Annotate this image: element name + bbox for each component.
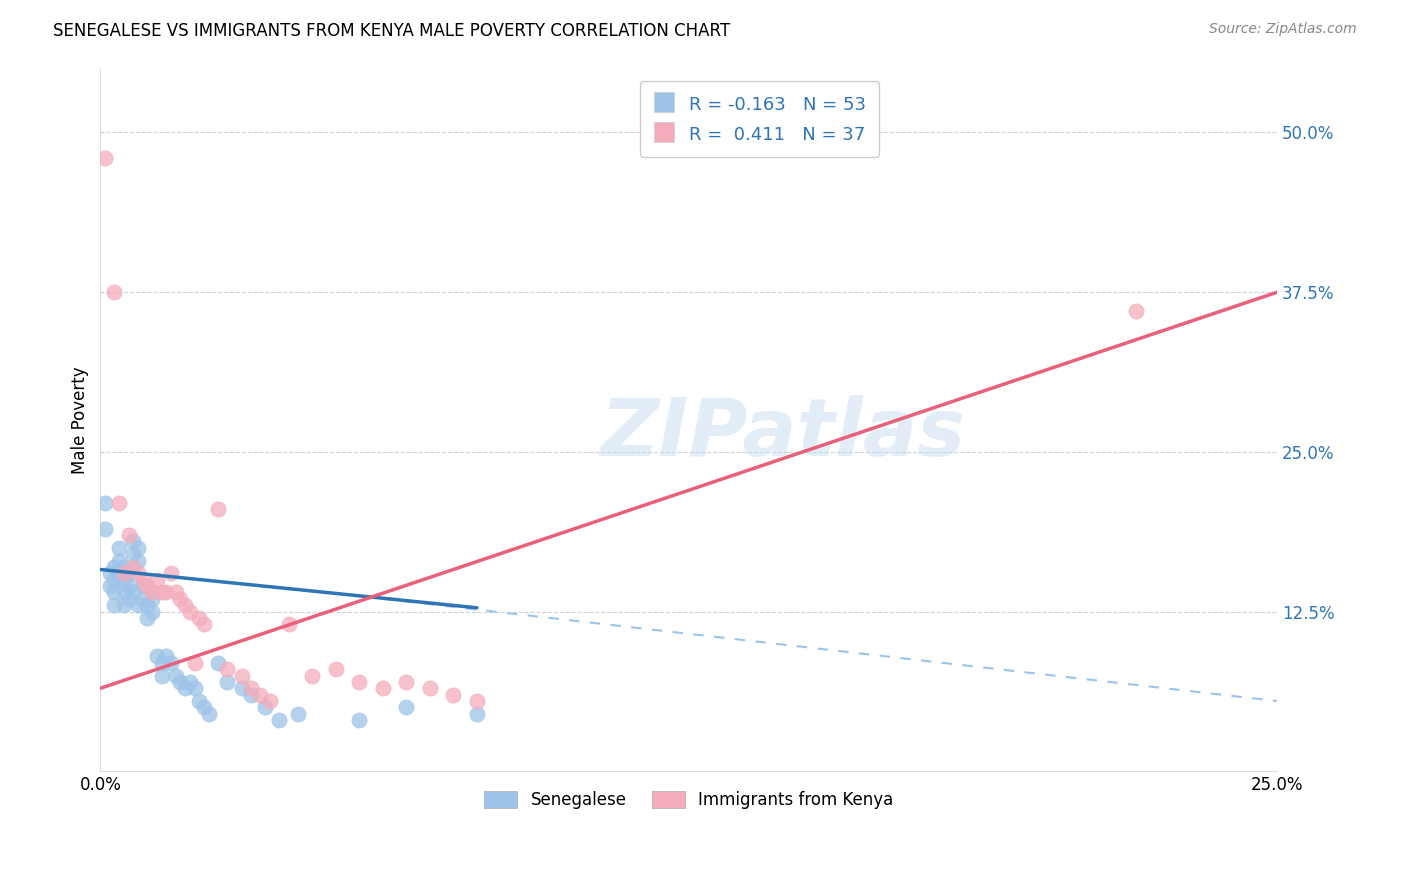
Point: [179, 605, 201, 619]
Point: [465, 694, 488, 708]
Point: [169, 591, 191, 606]
Point: [103, 560, 125, 574]
Point: [132, 591, 155, 606]
Point: [127, 553, 149, 567]
Point: [117, 591, 139, 606]
Point: [231, 681, 253, 696]
Point: [136, 579, 159, 593]
Text: SENEGALESE VS IMMIGRANTS FROM KENYA MALE POVERTY CORRELATION CHART: SENEGALESE VS IMMIGRANTS FROM KENYA MALE…: [53, 22, 731, 40]
Point: [122, 585, 145, 599]
Point: [197, 706, 219, 721]
Point: [108, 541, 131, 555]
Point: [112, 566, 135, 581]
Point: [169, 674, 191, 689]
Point: [141, 605, 163, 619]
Point: [165, 668, 187, 682]
Point: [287, 706, 309, 721]
Point: [254, 700, 277, 714]
Point: [193, 700, 215, 714]
Point: [441, 688, 464, 702]
Point: [179, 674, 201, 689]
Point: [127, 599, 149, 613]
Point: [419, 681, 441, 696]
Point: [136, 611, 159, 625]
Point: [117, 528, 139, 542]
Point: [146, 573, 169, 587]
Point: [117, 579, 139, 593]
Point: [193, 617, 215, 632]
Point: [94, 496, 117, 510]
Point: [465, 706, 488, 721]
Legend: Senegalese, Immigrants from Kenya: Senegalese, Immigrants from Kenya: [478, 784, 900, 816]
Point: [217, 674, 239, 689]
Point: [98, 579, 121, 593]
Point: [207, 656, 229, 670]
Point: [395, 674, 418, 689]
Point: [94, 522, 117, 536]
Point: [325, 662, 347, 676]
Point: [103, 573, 125, 587]
Point: [150, 656, 173, 670]
Point: [183, 681, 205, 696]
Point: [98, 566, 121, 581]
Point: [108, 553, 131, 567]
Point: [112, 573, 135, 587]
Point: [301, 668, 323, 682]
Point: [165, 585, 187, 599]
Point: [112, 585, 135, 599]
Point: [160, 566, 183, 581]
Point: [103, 585, 125, 599]
Point: [132, 579, 155, 593]
Point: [395, 700, 418, 714]
Text: Source: ZipAtlas.com: Source: ZipAtlas.com: [1209, 22, 1357, 37]
Point: [117, 566, 139, 581]
Point: [155, 649, 177, 664]
Point: [259, 694, 281, 708]
Point: [103, 285, 125, 300]
Point: [371, 681, 394, 696]
Point: [174, 599, 197, 613]
Point: [174, 681, 197, 696]
Point: [122, 534, 145, 549]
Point: [127, 541, 149, 555]
Point: [349, 713, 371, 727]
Point: [231, 668, 253, 682]
Point: [132, 573, 155, 587]
Point: [122, 560, 145, 574]
Point: [112, 599, 135, 613]
Point: [269, 713, 291, 727]
Point: [249, 688, 271, 702]
Point: [349, 674, 371, 689]
Point: [136, 599, 159, 613]
Point: [155, 585, 177, 599]
Point: [141, 591, 163, 606]
Point: [160, 656, 183, 670]
Point: [127, 566, 149, 581]
Text: ZIPatlas: ZIPatlas: [600, 395, 966, 473]
Point: [188, 694, 211, 708]
Point: [150, 585, 173, 599]
Point: [150, 668, 173, 682]
Point: [94, 151, 117, 165]
Point: [217, 662, 239, 676]
Point: [146, 649, 169, 664]
Point: [188, 611, 211, 625]
Point: [103, 599, 125, 613]
Point: [277, 617, 299, 632]
Point: [108, 566, 131, 581]
Point: [1125, 304, 1147, 318]
Point: [207, 502, 229, 516]
Point: [183, 656, 205, 670]
Y-axis label: Male Poverty: Male Poverty: [72, 366, 89, 474]
Point: [240, 688, 263, 702]
Point: [141, 585, 163, 599]
Point: [108, 496, 131, 510]
Point: [122, 547, 145, 561]
Point: [240, 681, 263, 696]
Point: [112, 560, 135, 574]
